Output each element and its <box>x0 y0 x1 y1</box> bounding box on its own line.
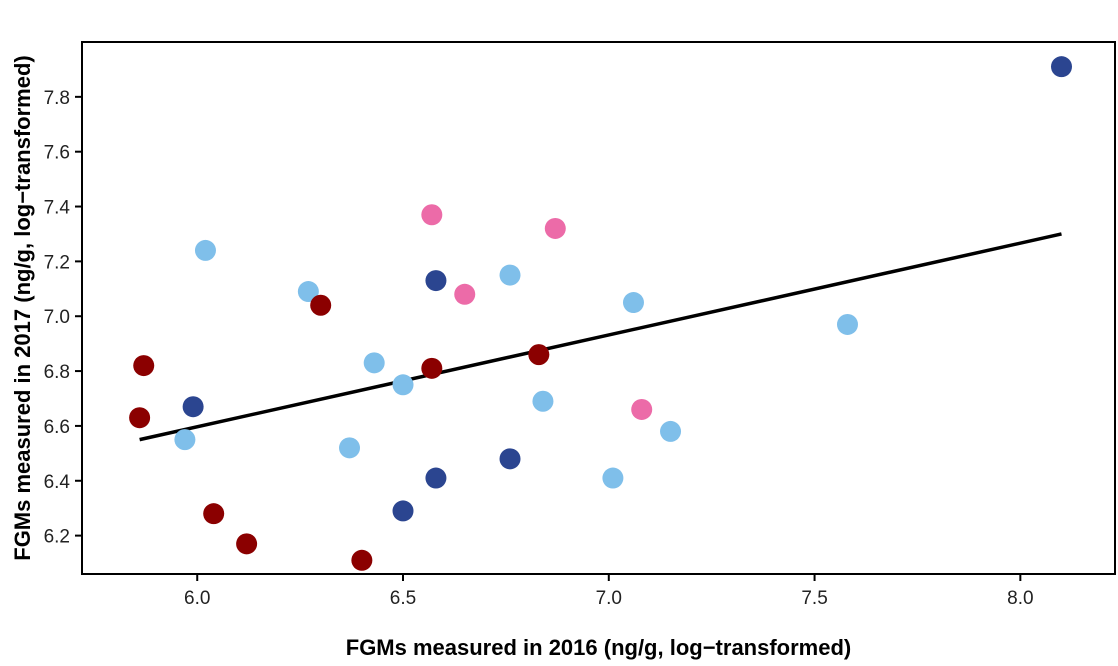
data-point-pink <box>421 204 443 226</box>
data-point-pink <box>544 217 566 239</box>
data-point-dark-blue <box>182 396 204 418</box>
data-point-light-blue <box>363 352 385 374</box>
x-tick-label: 6.0 <box>184 588 210 609</box>
x-axis-title: FGMs measured in 2016 (ng/g, log−transfo… <box>346 635 852 660</box>
data-point-dark-blue <box>425 270 447 292</box>
y-axis-title: FGMs measured in 2017 (ng/g, log−transfo… <box>10 55 35 561</box>
data-point-light-blue <box>339 437 361 459</box>
data-point-light-blue <box>194 239 216 261</box>
data-point-light-blue <box>499 264 521 286</box>
data-point-dark-blue <box>392 500 414 522</box>
y-tick-label: 7.6 <box>44 143 70 164</box>
x-tick-label: 6.5 <box>390 588 416 609</box>
data-point-dark-blue <box>499 448 521 470</box>
x-axis: 6.0 6.5 7.0 7.5 8.0 <box>184 574 1034 609</box>
data-point-light-blue <box>174 429 196 451</box>
data-point-pink <box>631 398 653 420</box>
x-tick-label: 7.0 <box>596 588 622 609</box>
y-axis: 6.2 6.4 6.6 6.8 7.0 7.2 7.4 7.6 7.8 <box>44 88 82 548</box>
data-point-light-blue <box>392 374 414 396</box>
y-tick-label: 6.6 <box>44 417 70 438</box>
data-point-dark-blue <box>425 467 447 489</box>
x-tick-label: 8.0 <box>1007 588 1033 609</box>
y-tick-label: 6.4 <box>44 472 71 493</box>
y-tick-label: 6.8 <box>44 362 70 383</box>
data-point-light-blue <box>602 467 624 489</box>
data-point-dark-red <box>421 357 443 379</box>
y-tick-label: 7.8 <box>44 88 70 109</box>
data-point-dark-red <box>203 503 225 525</box>
data-point-light-blue <box>532 390 554 412</box>
data-point-dark-red <box>310 294 332 316</box>
data-point-pink <box>454 283 476 305</box>
y-tick-label: 7.0 <box>44 307 70 328</box>
data-point-dark-red <box>133 355 155 377</box>
data-points <box>129 56 1072 571</box>
data-point-light-blue <box>660 420 682 442</box>
y-tick-label: 7.4 <box>44 198 71 219</box>
data-point-dark-red <box>236 533 258 555</box>
plot-frame <box>81 41 1116 575</box>
data-point-light-blue <box>622 292 644 314</box>
data-point-light-blue <box>297 281 319 303</box>
data-point-dark-blue <box>1050 56 1072 78</box>
data-point-light-blue <box>836 313 858 335</box>
x-tick-label: 7.5 <box>801 588 827 609</box>
data-point-dark-red <box>129 407 151 429</box>
data-point-dark-red <box>351 549 373 571</box>
y-tick-label: 7.2 <box>44 252 70 273</box>
data-point-dark-red <box>528 344 550 366</box>
trend-line <box>139 232 1062 442</box>
y-tick-label: 6.2 <box>44 527 70 548</box>
